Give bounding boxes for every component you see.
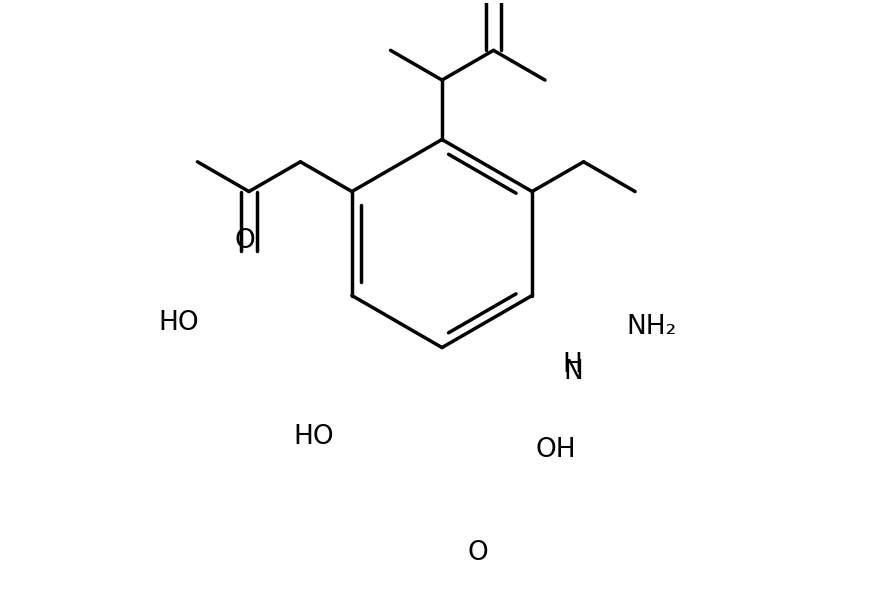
Text: NH₂: NH₂ bbox=[626, 314, 676, 340]
Text: O: O bbox=[234, 227, 255, 254]
Text: N: N bbox=[563, 359, 583, 385]
Text: O: O bbox=[468, 539, 488, 566]
Text: HO: HO bbox=[293, 424, 334, 450]
Text: H: H bbox=[563, 352, 583, 379]
Text: HO: HO bbox=[159, 310, 200, 335]
Text: OH: OH bbox=[536, 437, 576, 463]
